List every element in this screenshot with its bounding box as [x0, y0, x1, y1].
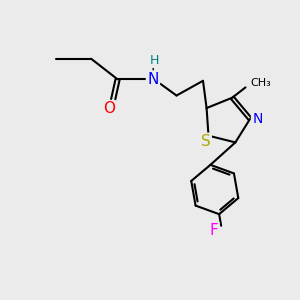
Text: H: H: [150, 54, 159, 67]
Text: F: F: [209, 223, 218, 238]
Text: N: N: [252, 112, 262, 126]
Text: O: O: [103, 101, 115, 116]
Text: N: N: [147, 72, 159, 87]
Text: CH₃: CH₃: [250, 78, 271, 88]
Text: S: S: [201, 134, 210, 149]
